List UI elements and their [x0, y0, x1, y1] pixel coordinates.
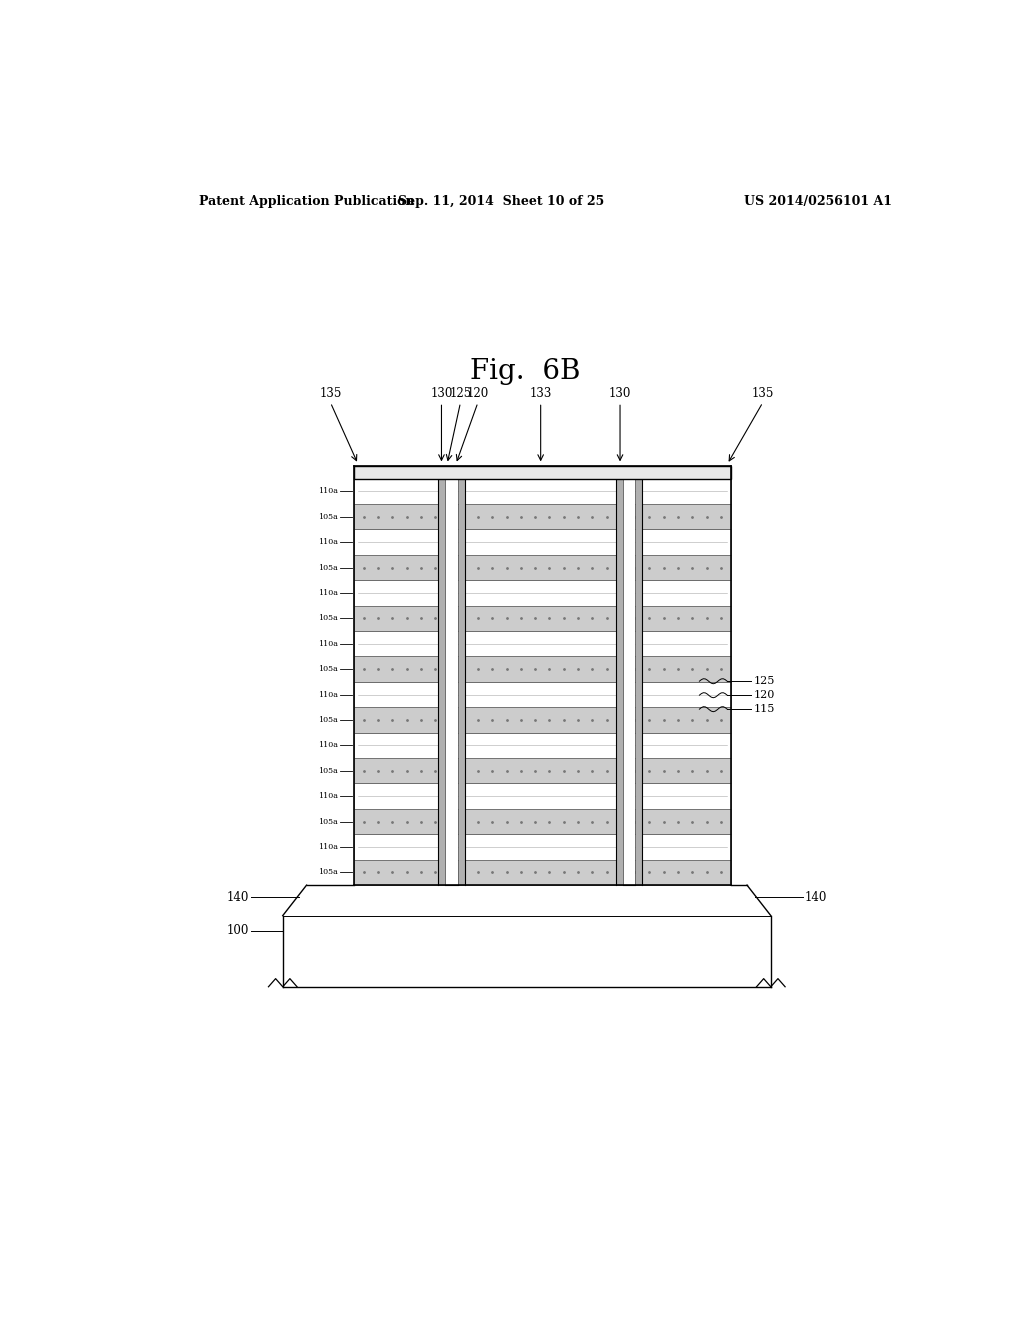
Text: Fig.  6B: Fig. 6B [470, 358, 580, 385]
Text: 105a: 105a [318, 817, 338, 825]
Bar [354, 466, 731, 479]
Text: 110a: 110a [318, 843, 338, 851]
Bar [616, 466, 624, 886]
Text: 110a: 110a [318, 792, 338, 800]
Text: 105a: 105a [318, 715, 338, 723]
Text: 105a: 105a [318, 869, 338, 876]
Text: 105a: 105a [318, 564, 338, 572]
Bar [354, 656, 731, 682]
Text: 125: 125 [754, 676, 775, 686]
Text: 105a: 105a [318, 665, 338, 673]
Text: 130: 130 [609, 387, 631, 400]
Text: 120: 120 [754, 690, 775, 700]
Text: 130: 130 [430, 387, 453, 400]
Bar [354, 758, 731, 784]
Bar [458, 466, 465, 886]
Bar [437, 466, 444, 886]
Bar [635, 466, 642, 886]
Bar [444, 466, 458, 886]
Bar [354, 809, 731, 834]
Bar [354, 606, 731, 631]
Text: 110a: 110a [318, 640, 338, 648]
Bar [354, 504, 731, 529]
Bar [354, 708, 731, 733]
Text: 110a: 110a [318, 742, 338, 750]
Text: 115: 115 [754, 704, 775, 714]
Text: 133: 133 [529, 387, 552, 400]
Text: 110a: 110a [318, 690, 338, 698]
Text: 120: 120 [467, 387, 489, 400]
Bar [354, 631, 731, 656]
Text: Patent Application Publication: Patent Application Publication [200, 194, 415, 207]
Text: US 2014/0256101 A1: US 2014/0256101 A1 [744, 194, 893, 207]
Text: 110a: 110a [318, 539, 338, 546]
Text: 140: 140 [227, 891, 250, 904]
Text: 110a: 110a [318, 487, 338, 495]
Text: 105a: 105a [318, 614, 338, 622]
Text: 110a: 110a [318, 589, 338, 597]
Text: 135: 135 [319, 387, 342, 400]
Bar [354, 479, 731, 504]
Bar [354, 784, 731, 809]
Bar [354, 529, 731, 554]
Bar [354, 733, 731, 758]
Bar [354, 859, 731, 886]
Text: 140: 140 [804, 891, 826, 904]
Bar [354, 834, 731, 859]
Bar [354, 554, 731, 581]
Text: 105a: 105a [318, 767, 338, 775]
Text: 105a: 105a [318, 512, 338, 520]
Text: Sep. 11, 2014  Sheet 10 of 25: Sep. 11, 2014 Sheet 10 of 25 [398, 194, 604, 207]
Text: 135: 135 [752, 387, 774, 400]
Bar [354, 581, 731, 606]
Bar [624, 466, 635, 886]
Bar [354, 682, 731, 708]
Text: 125: 125 [450, 387, 472, 400]
Text: 100: 100 [227, 924, 250, 937]
